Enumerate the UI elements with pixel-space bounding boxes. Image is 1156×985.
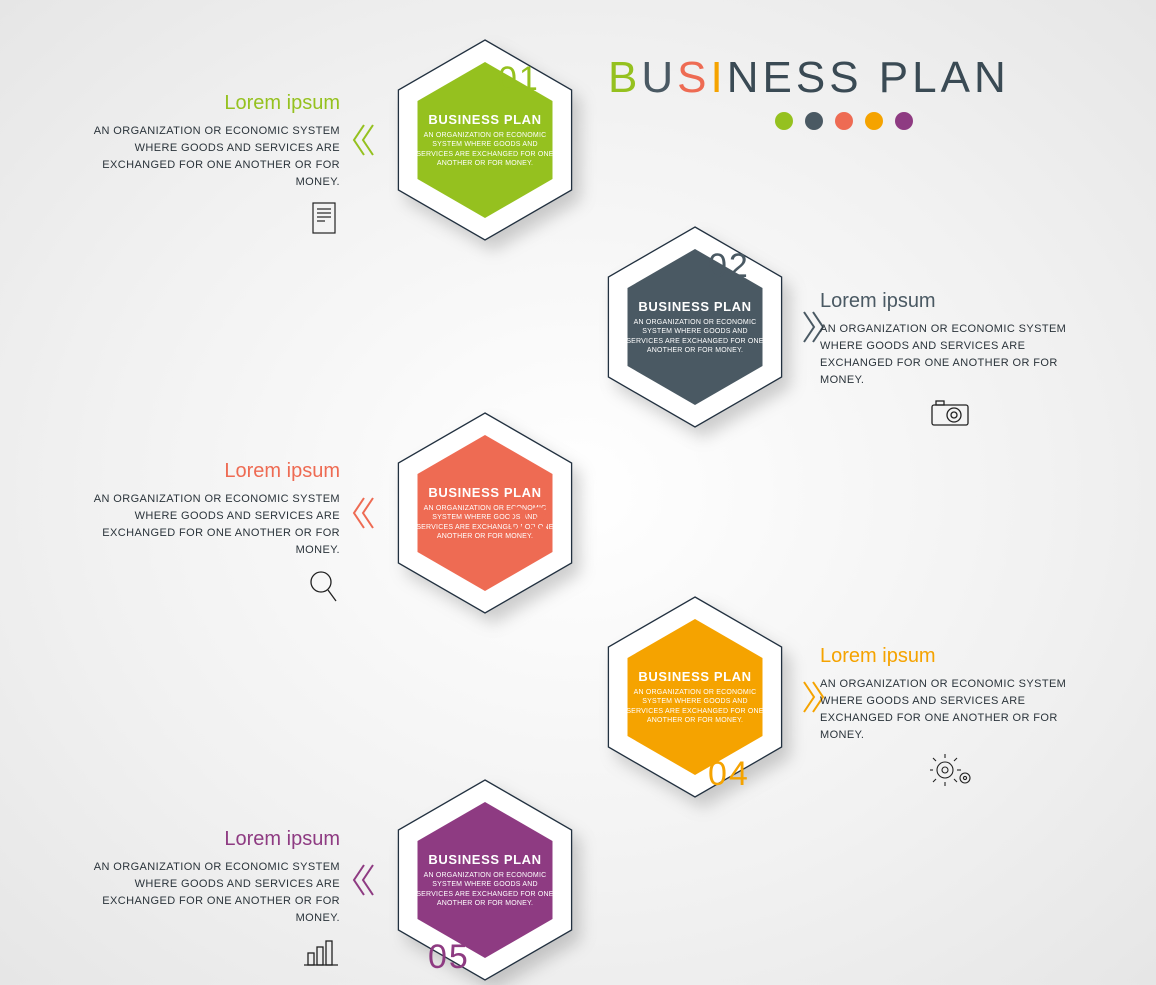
step-05: BUSINESS PLAN AN ORGANIZATION OR ECONOMI… (380, 775, 590, 985)
step-02: BUSINESS PLAN AN ORGANIZATION OR ECONOMI… (590, 222, 800, 432)
hex-desc: AN ORGANIZATION OR ECONOMIC SYSTEM WHERE… (414, 871, 556, 909)
caption-body: AN ORGANIZATION OR ECONOMIC SYSTEM WHERE… (80, 123, 340, 191)
caption-title: Lorem ipsum (80, 828, 340, 851)
magnifier-icon (80, 569, 340, 610)
step-02-caption: Lorem ipsum AN ORGANIZATION OR ECONOMIC … (820, 290, 1080, 432)
hex-desc: AN ORGANIZATION OR ECONOMIC SYSTEM WHERE… (624, 318, 766, 356)
hex-content: BUSINESS PLAN AN ORGANIZATION OR ECONOMI… (380, 408, 590, 618)
caption-title: Lorem ipsum (80, 460, 340, 483)
caption-title: Lorem ipsum (820, 645, 1080, 668)
bars-icon (80, 937, 340, 972)
hex-heading: BUSINESS PLAN (428, 852, 541, 867)
caption-title: Lorem ipsum (80, 92, 340, 115)
step-number: 03 (508, 501, 550, 540)
caption-body: AN ORGANIZATION OR ECONOMIC SYSTEM WHERE… (80, 859, 340, 927)
page-title: BUSINESS PLAN (608, 56, 1010, 100)
palette-dot (835, 112, 853, 130)
document-icon (80, 201, 340, 240)
step-05-caption: Lorem ipsum AN ORGANIZATION OR ECONOMIC … (80, 828, 340, 972)
step-number: 02 (708, 247, 750, 286)
hex-content: BUSINESS PLAN AN ORGANIZATION OR ECONOMI… (590, 222, 800, 432)
hex-content: BUSINESS PLAN AN ORGANIZATION OR ECONOMI… (380, 35, 590, 245)
step-03-caption: Lorem ipsum AN ORGANIZATION OR ECONOMIC … (80, 460, 340, 610)
chevron-left-icon (352, 123, 375, 157)
caption-body: AN ORGANIZATION OR ECONOMIC SYSTEM WHERE… (820, 676, 1080, 744)
step-03: BUSINESS PLAN AN ORGANIZATION OR ECONOMI… (380, 408, 590, 618)
step-04: BUSINESS PLAN AN ORGANIZATION OR ECONOMI… (590, 592, 800, 802)
caption-title: Lorem ipsum (820, 290, 1080, 313)
step-04-caption: Lorem ipsum AN ORGANIZATION OR ECONOMIC … (820, 645, 1080, 793)
infographic-canvas: BUSINESS PLAN BUSINESS PLAN AN ORGANIZAT… (0, 0, 1156, 980)
palette-dot (895, 112, 913, 130)
step-number: 04 (708, 755, 750, 794)
caption-body: AN ORGANIZATION OR ECONOMIC SYSTEM WHERE… (820, 321, 1080, 389)
palette-dot (775, 112, 793, 130)
chevron-left-icon (352, 863, 375, 897)
hex-heading: BUSINESS PLAN (428, 485, 541, 500)
hex-content: BUSINESS PLAN AN ORGANIZATION OR ECONOMI… (590, 592, 800, 802)
palette-dot (865, 112, 883, 130)
hex-desc: AN ORGANIZATION OR ECONOMIC SYSTEM WHERE… (414, 131, 556, 169)
chevron-left-icon (352, 496, 375, 530)
hex-desc: AN ORGANIZATION OR ECONOMIC SYSTEM WHERE… (624, 688, 766, 726)
hex-content: BUSINESS PLAN AN ORGANIZATION OR ECONOMI… (380, 775, 590, 985)
step-number: 05 (428, 938, 470, 977)
palette-dots (775, 112, 913, 130)
gears-icon (820, 754, 1080, 793)
step-number: 01 (498, 60, 540, 99)
step-01: BUSINESS PLAN AN ORGANIZATION OR ECONOMI… (380, 35, 590, 245)
step-01-caption: Lorem ipsum AN ORGANIZATION OR ECONOMIC … (80, 92, 340, 240)
camera-icon (820, 399, 1080, 432)
hex-heading: BUSINESS PLAN (638, 669, 751, 684)
hex-heading: BUSINESS PLAN (428, 112, 541, 127)
caption-body: AN ORGANIZATION OR ECONOMIC SYSTEM WHERE… (80, 491, 340, 559)
palette-dot (805, 112, 823, 130)
hex-heading: BUSINESS PLAN (638, 299, 751, 314)
